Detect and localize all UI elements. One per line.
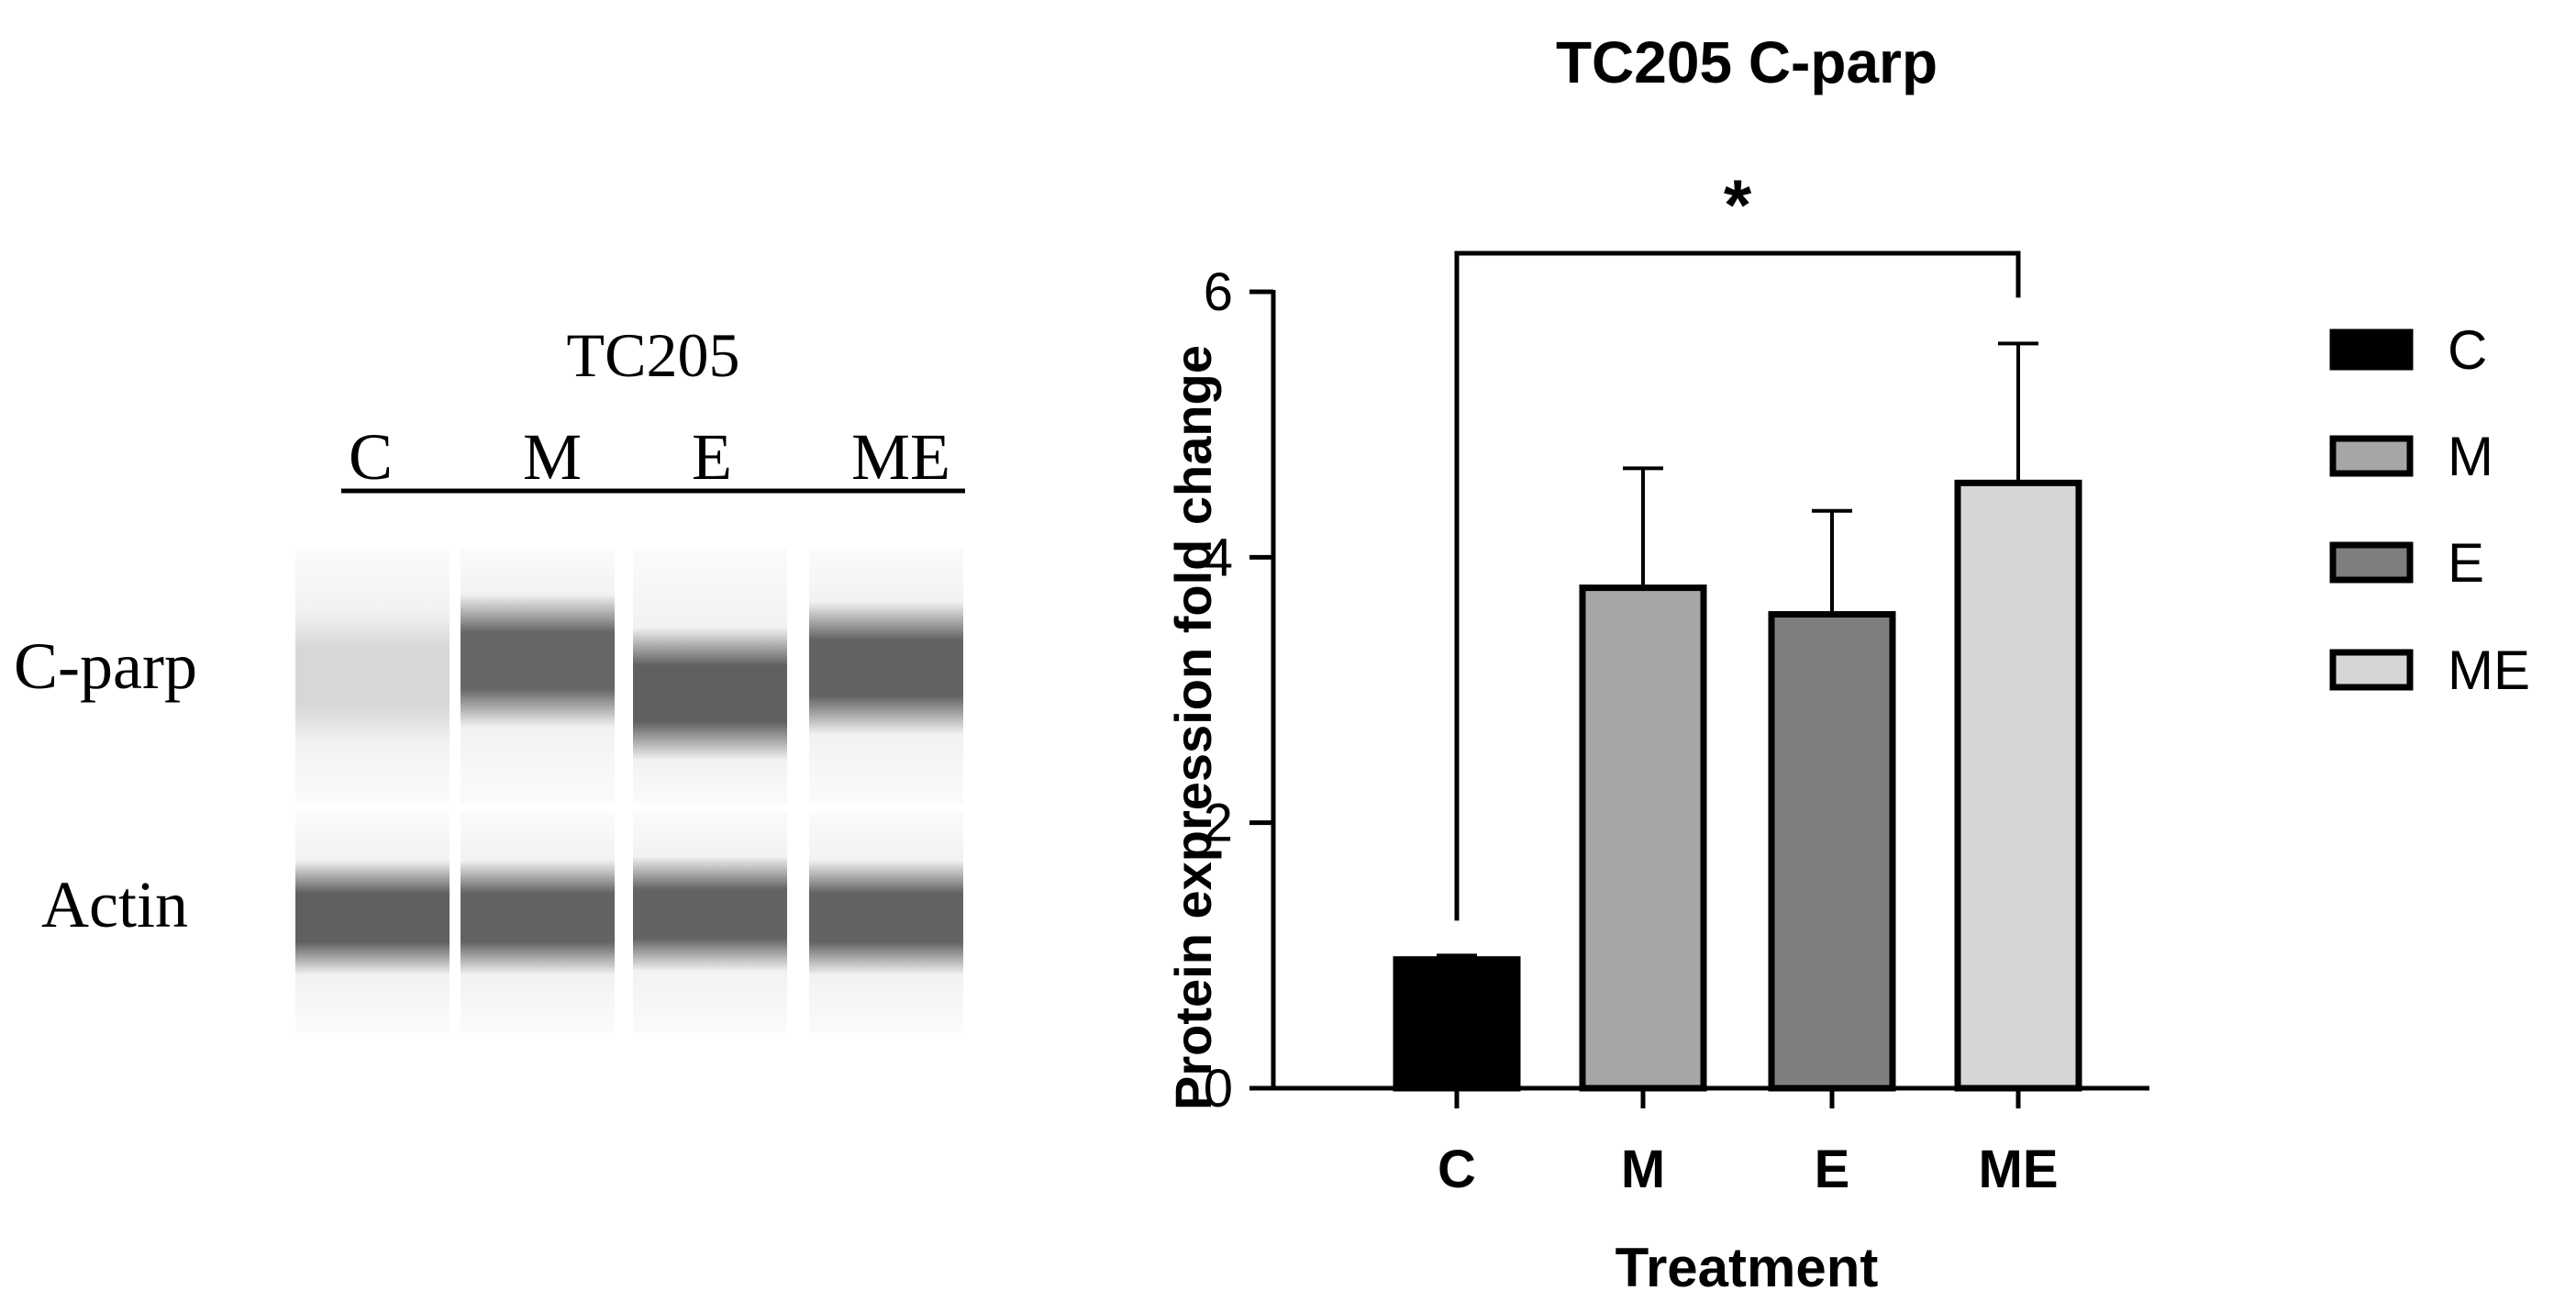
x-tick-label: C — [1438, 1140, 1476, 1199]
legend-swatch-e — [2329, 541, 2414, 584]
bar-chart-panel: TC205 C-parp Protein expression fold cha… — [1164, 29, 2530, 1298]
blot-band — [633, 812, 787, 1032]
blot-band — [461, 549, 615, 804]
legend-label: C — [2448, 319, 2487, 381]
x-tick-label: ME — [1979, 1140, 2059, 1199]
x-tick-label: M — [1621, 1140, 1665, 1199]
y-tick-label: 6 — [1204, 262, 1233, 322]
blot-rows: C-parp Actin — [14, 549, 963, 1032]
y-tick-label: 4 — [1204, 528, 1233, 587]
blot-lane-label: E — [692, 420, 732, 494]
legend-swatch-c — [2329, 328, 2414, 371]
blot-band — [633, 549, 787, 804]
bar-me — [1954, 479, 2082, 1092]
error-bars — [1437, 341, 2038, 960]
bar-e — [1768, 611, 1896, 1092]
legend-swatch-me — [2329, 649, 2414, 691]
bar-c — [1393, 956, 1521, 1092]
blot-row-label: Actin — [41, 868, 188, 941]
legend-label: ME — [2448, 640, 2530, 701]
significance-star: * — [1724, 164, 1752, 245]
y-axis-label: Protein expression fold change — [1164, 345, 1222, 1110]
legend-label: E — [2448, 532, 2484, 594]
blot-lane-label: ME — [851, 420, 950, 494]
blot-band — [809, 812, 963, 1032]
blot-lane-label: M — [523, 420, 582, 494]
significance-line — [1454, 250, 2021, 921]
significance-bracket: * — [1454, 164, 2021, 921]
blot-lane-label: C — [349, 420, 393, 494]
blot-lane-labels: C M E ME — [349, 420, 950, 494]
legend-label: M — [2448, 426, 2493, 487]
blot-row-label: C-parp — [14, 629, 197, 703]
blot-band — [295, 812, 450, 1032]
bars — [1393, 479, 2082, 1092]
blot-cell-line-label: TC205 — [567, 320, 740, 390]
legend-swatch-m — [2329, 435, 2414, 477]
x-axis-label: Treatment — [1616, 1237, 1879, 1298]
x-tick-label: E — [1815, 1140, 1850, 1199]
y-tick-label: 0 — [1204, 1059, 1233, 1118]
chart-title: TC205 C-parp — [1556, 29, 1938, 95]
blot-band — [461, 812, 615, 1032]
blot-band — [809, 549, 963, 804]
y-tick-label: 2 — [1204, 794, 1233, 853]
bar-m — [1579, 584, 1707, 1092]
blot-band — [295, 549, 450, 804]
